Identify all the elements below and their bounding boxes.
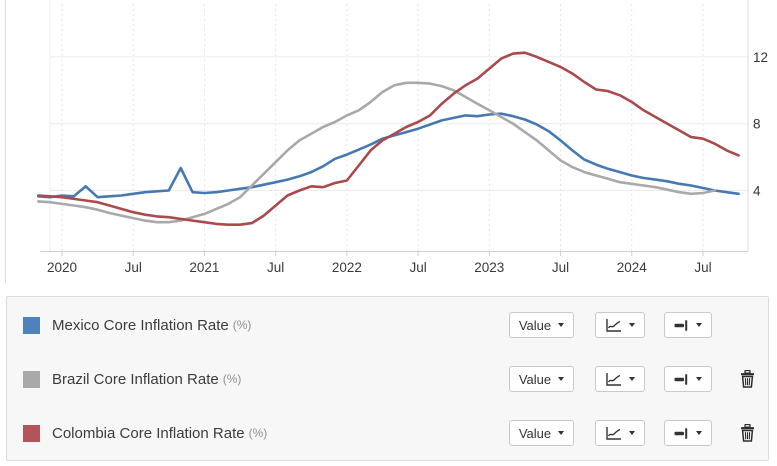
chevron-down-icon <box>558 323 565 327</box>
value-dropdown-label: Value <box>518 371 552 387</box>
line-ending-icon <box>674 427 688 439</box>
chart-type-dropdown-button[interactable] <box>595 366 645 392</box>
legend-row-mexico: Mexico Core Inflation Rate (%) Value <box>7 298 768 352</box>
line-chart-icon <box>606 318 621 332</box>
chevron-down-icon <box>629 377 635 381</box>
legend-panel: Mexico Core Inflation Rate (%) Value <box>6 296 769 461</box>
x-axis-tick-label: 2020 <box>47 260 77 275</box>
x-axis-tick-label: 2021 <box>189 260 219 275</box>
line-ending-icon <box>674 319 688 331</box>
x-axis-tick-label: Jul <box>694 260 711 275</box>
legend-row-colombia: Colombia Core Inflation Rate (%) Value <box>7 406 768 460</box>
chart-svg[interactable]: 4 8 12 2020 Jul 2021 Jul 2022 Jul 2023 Jul 2024 Jul <box>0 0 777 285</box>
card-left-border <box>5 0 6 283</box>
value-dropdown-button[interactable]: Value <box>509 420 574 446</box>
series-line-brazil <box>36 81 717 224</box>
line-style-dropdown-button[interactable] <box>664 420 712 446</box>
chevron-down-icon <box>558 431 565 435</box>
series-line-colombia <box>36 51 740 226</box>
y-axis-tick-label: 12 <box>753 50 768 65</box>
series-color-swatch <box>23 316 40 334</box>
x-axis-tick-label: Jul <box>125 260 142 275</box>
chevron-down-icon <box>629 431 635 435</box>
legend-row-brazil: Brazil Core Inflation Rate (%) Value <box>7 352 768 406</box>
chevron-down-icon <box>629 323 635 327</box>
chart-type-dropdown-button[interactable] <box>595 420 645 446</box>
series-color-swatch <box>23 424 40 442</box>
chevron-down-icon <box>696 431 702 435</box>
value-dropdown-button[interactable]: Value <box>509 312 574 338</box>
chevron-down-icon <box>558 377 565 381</box>
series-unit: (%) <box>248 426 268 440</box>
chevron-down-icon <box>696 323 702 327</box>
x-axis-tick-label: Jul <box>267 260 284 275</box>
y-axis-tick-label: 8 <box>753 117 761 132</box>
trash-icon <box>740 369 754 388</box>
series-color-swatch <box>23 370 40 388</box>
series-label: Colombia Core Inflation Rate <box>52 424 245 442</box>
value-dropdown-button[interactable]: Value <box>509 366 574 392</box>
chart-area[interactable]: 4 8 12 2020 Jul 2021 Jul 2022 Jul 2023 Jul 2024 Jul <box>0 0 777 285</box>
y-axis-tick-label: 4 <box>753 184 761 199</box>
line-style-dropdown-button[interactable] <box>664 312 712 338</box>
series-label: Mexico Core Inflation Rate <box>52 316 229 334</box>
chevron-down-icon <box>696 377 702 381</box>
value-dropdown-label: Value <box>518 317 552 333</box>
chart-type-dropdown-button[interactable] <box>595 312 645 338</box>
line-style-dropdown-button[interactable] <box>664 366 712 392</box>
x-axis-tick-label: 2023 <box>474 260 504 275</box>
line-ending-icon <box>674 373 688 385</box>
delete-series-button[interactable] <box>740 423 755 442</box>
x-axis-tick-label: 2022 <box>332 260 362 275</box>
x-axis-tick-label: 2024 <box>617 260 648 275</box>
trash-icon <box>740 423 754 442</box>
series-unit: (%) <box>232 318 252 332</box>
value-dropdown-label: Value <box>518 425 552 441</box>
x-axis-tick-label: Jul <box>552 260 569 275</box>
x-axis-tick-label: Jul <box>409 260 426 275</box>
delete-series-button[interactable] <box>740 369 755 388</box>
series-label: Brazil Core Inflation Rate <box>52 370 219 388</box>
line-chart-icon <box>606 372 621 386</box>
line-chart-icon <box>606 426 621 440</box>
series-unit: (%) <box>222 372 242 386</box>
